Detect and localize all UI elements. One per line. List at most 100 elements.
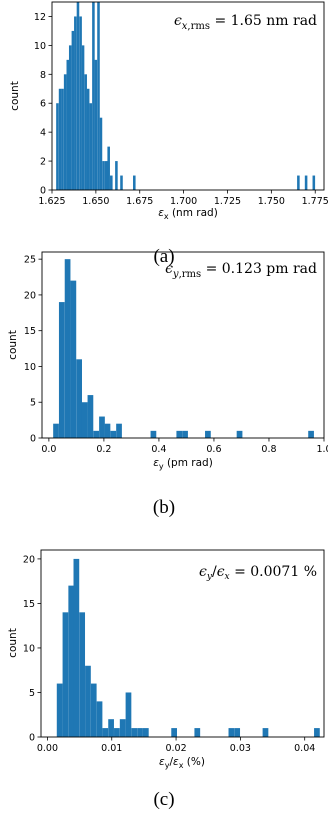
histogram-bar [236, 430, 243, 438]
histogram-bar [63, 74, 67, 190]
histogram-bar [81, 402, 88, 438]
x-tick-label: 1.700 [170, 196, 197, 207]
histogram-bar [262, 728, 269, 737]
panel-b: 0.0 0.2 0.4 0.6 0.8 1.0 0 5 10 15 20 25 ϵy,rms = 0… [7, 251, 328, 518]
y-tick-label: 0 [30, 434, 36, 445]
histogram-bar [86, 88, 90, 190]
histogram-bar [76, 2, 80, 190]
y-tick-label: 20 [24, 290, 36, 301]
histogram-bar [150, 430, 157, 438]
histogram-bar [79, 612, 86, 737]
panel-c: 0.00 0.01 0.02 0.03 0.04 0 5 10 15 20 ϵy/ϵx = 0.… [7, 549, 325, 810]
histogram-bars-c [56, 558, 320, 737]
annotation-c: ϵy/ϵx = 0.0071 % [199, 564, 317, 582]
x-tick-label: 1.675 [126, 196, 153, 207]
histogram-bar [171, 728, 177, 737]
histogram-bars-a [56, 2, 316, 191]
histogram-bar [94, 59, 98, 190]
x-tick-label: 0.04 [294, 743, 315, 754]
histogram-bar [137, 728, 143, 737]
x-ticks-a: 1.625 1.650 1.675 1.700 1.725 1.750 1.775 [38, 190, 328, 207]
histogram-bar [104, 423, 111, 438]
histogram-bar [107, 146, 110, 190]
histogram-bar [312, 175, 316, 190]
histogram-bar [116, 423, 122, 438]
plot-frame-b [41, 251, 325, 439]
x-tick-label: 1.625 [38, 196, 65, 207]
caption-b: (b) [153, 497, 175, 518]
histogram-bar [68, 585, 75, 737]
x-tick-label: 1.775 [302, 196, 328, 207]
y-tick-label: 15 [23, 599, 35, 610]
histogram-bar [74, 16, 77, 191]
caption-c: (c) [153, 789, 174, 810]
annotation-a: ϵx,rms = 1.65 nm rad [174, 13, 317, 32]
y-ticks-a: 0 2 4 6 8 10 12 [34, 12, 52, 197]
histogram-bar [314, 728, 320, 737]
histogram-bar [110, 430, 117, 438]
x-ticks-c: 0.00 0.01 0.02 0.03 0.04 [37, 737, 315, 754]
histogram-bar [102, 728, 109, 737]
histogram-bar [194, 728, 201, 737]
y-tick-label: 15 [24, 326, 36, 337]
x-tick-label: 1.750 [258, 196, 285, 207]
x-tick-label: 0.6 [206, 444, 221, 455]
x-ticks-b: 0.0 0.2 0.4 0.6 0.8 1.0 [41, 438, 328, 455]
x-tick-label: 0.0 [41, 444, 56, 455]
y-axis-label-b: count [7, 330, 19, 360]
histogram-bar [304, 175, 308, 190]
y-tick-label: 2 [40, 157, 46, 168]
histogram-bar [182, 430, 188, 438]
histogram-bar [62, 612, 69, 737]
histogram-bar [104, 161, 108, 190]
x-tick-label: 0.01 [101, 743, 122, 754]
y-tick-label: 10 [24, 362, 36, 373]
y-tick-label: 12 [34, 12, 46, 23]
y-tick-label: 10 [23, 643, 35, 654]
y-tick-label: 4 [40, 128, 46, 139]
y-tick-label: 5 [29, 688, 35, 699]
histogram-bar [58, 302, 65, 438]
histogram-bar [56, 103, 59, 190]
histogram-bar [93, 430, 100, 438]
histogram-bar [133, 175, 136, 190]
panel-a: 1.625 1.650 1.675 1.700 1.725 1.750 1.775 0 2 4 6… [9, 1, 328, 267]
histogram-bar [61, 88, 64, 190]
x-tick-label: 0.00 [37, 743, 58, 754]
histogram-bar [81, 45, 85, 190]
x-axis-label-a: εx (nm rad) [158, 207, 218, 221]
histogram-bar [66, 59, 70, 190]
histogram-bar [87, 395, 94, 438]
x-tick-label: 0.4 [151, 444, 166, 455]
x-tick-label: 0.03 [230, 743, 251, 754]
y-ticks-b: 0 5 10 15 20 25 [24, 255, 42, 445]
x-axis-label-b: εy (pm rad) [153, 457, 213, 471]
histogram-bar [84, 74, 87, 190]
histogram-bar [99, 416, 105, 438]
histogram-bar [297, 175, 300, 190]
caption-a: (a) [153, 246, 174, 267]
histogram-bar [64, 259, 71, 438]
y-tick-label: 8 [40, 70, 46, 81]
histogram-bar [125, 692, 132, 737]
histogram-bar [234, 728, 241, 737]
histogram-bar [119, 719, 126, 737]
histogram-bar [120, 175, 123, 190]
y-tick-label: 0 [40, 186, 46, 197]
y-tick-label: 0 [29, 733, 35, 744]
histogram-bar [108, 719, 114, 737]
x-tick-label: 1.0 [316, 444, 328, 455]
histogram-bar [115, 161, 118, 190]
plot-frame-a [51, 1, 325, 191]
x-tick-label: 1.725 [214, 196, 241, 207]
histogram-bar [96, 701, 103, 737]
histogram-bar [76, 359, 82, 438]
x-axis-label-c: εy/εx (%) [159, 756, 205, 770]
y-axis-label-c: count [7, 628, 19, 658]
histogram-bars-b [53, 259, 314, 438]
histogram-bar [58, 88, 62, 190]
y-axis-label-a: count [9, 81, 21, 111]
histogram-bar [85, 665, 91, 737]
y-ticks-c: 0 5 10 15 20 [23, 554, 41, 744]
